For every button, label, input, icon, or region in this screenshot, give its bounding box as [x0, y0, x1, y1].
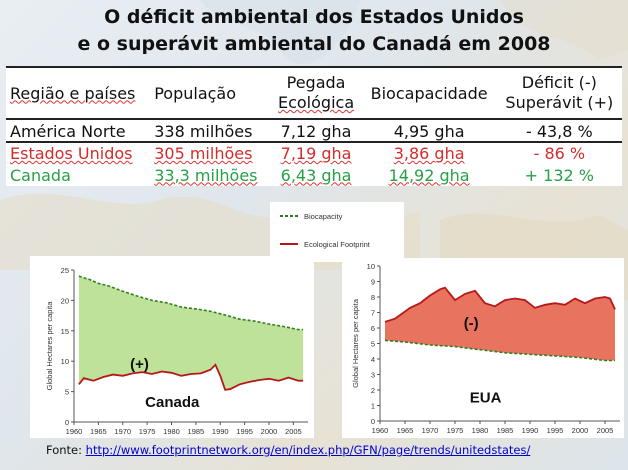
source-label: Fonte:: [46, 443, 82, 457]
header-balance-line-2: Superávit (+): [505, 93, 614, 112]
canada-annotation: (+): [130, 356, 149, 373]
page-title-line-1: O déficit ambiental dos Estados Unidos: [104, 6, 524, 28]
header-biocapacity: Biocapacidade: [362, 67, 497, 119]
usa-y-tick-label: 6: [371, 324, 375, 333]
canada-y-tick-label: 20: [61, 296, 69, 305]
chart-canada: 0 5 10 15 20 25 1960 1965 1970 1975 1980 1985 1990 19…: [45, 266, 308, 436]
cell-balance: - 86 %: [533, 144, 586, 163]
cell-region: Canada: [10, 165, 71, 185]
canada-x-tick-label: 1990: [212, 427, 229, 436]
table-row-canada: Canada 33,3 milhões 6,43 gha 14,92 gha +…: [6, 164, 622, 186]
cell-biocapacity: 4,95 gha: [361, 119, 497, 143]
legend-label-biocapacity: Biocapacity: [304, 212, 343, 221]
usa-biocapacity-line: [384, 339, 615, 362]
usa-x-tick-label: 1970: [422, 426, 439, 435]
usa-y-axis-label: Global Hectares per capita: [351, 298, 360, 388]
footprint-table: Região e países População Pegada Ecológi…: [6, 66, 622, 186]
cell-footprint: 6,43 gha: [280, 165, 352, 185]
canada-x-tick-label: 1965: [90, 427, 107, 436]
header-region: Região e países: [6, 67, 150, 119]
usa-x-tick-label: 1975: [447, 426, 464, 435]
usa-caption: EUA: [470, 389, 502, 406]
page-title-line-2: e o superávit ambiental do Canadá em 200…: [77, 33, 551, 55]
canada-y-tick-label: 10: [61, 357, 69, 366]
usa-x-tick-label: 1960: [372, 426, 389, 435]
usa-y-tick-label: 10: [367, 262, 375, 271]
canada-y-tick-label: 25: [61, 266, 69, 275]
header-balance-line-1: Déficit (-): [521, 73, 597, 92]
table-row-united-states: Estados Unidos 305 milhões 7,19 gha 3,86…: [6, 142, 622, 164]
usa-y-tick-label: 7: [371, 309, 375, 318]
usa-y-tick-label: 0: [371, 417, 375, 426]
canada-biocapacity-line: [78, 275, 304, 331]
usa-gap-area: [385, 287, 615, 361]
usa-y-tick-label: 4: [371, 355, 375, 364]
cell-population: 33,3 milhões: [154, 165, 258, 185]
canada-x-tick-label: 1985: [188, 427, 205, 436]
header-region-label: Região e países: [10, 83, 136, 103]
cell-region: Estados Unidos: [10, 144, 133, 163]
header-population-label: População: [154, 83, 237, 103]
usa-annotation: (-): [464, 315, 479, 332]
cell-biocapacity: 3,86 gha: [393, 144, 465, 163]
usa-x-tick-label: 2000: [572, 426, 589, 435]
usa-y-tick-label: 1: [371, 402, 375, 411]
chart-legend: Biocapacity Ecological Footprint: [270, 202, 404, 262]
usa-y-tick-label: 5: [371, 340, 375, 349]
header-footprint-line-1: Pegada: [286, 73, 346, 92]
usa-x-tick-label: 1990: [522, 426, 539, 435]
table-header-row: Região e países População Pegada Ecológi…: [6, 67, 622, 119]
table-row-north-america: América Norte 338 milhões 7,12 gha 4,95 …: [6, 119, 622, 143]
usa-x-tick-label: 1995: [547, 426, 564, 435]
cell-biocapacity: 14,92 gha: [388, 165, 470, 185]
header-population: População: [150, 67, 270, 119]
canada-caption: Canada: [145, 394, 200, 411]
header-balance: Déficit (-) Superávit (+): [497, 67, 622, 119]
cell-footprint: 7,12 gha: [270, 119, 362, 143]
cell-population: 305 milhões: [154, 144, 253, 163]
source-link[interactable]: http://www.footprintnetwork.org/en/index…: [85, 443, 531, 457]
chart-usa: 0 1 2 3 4 5 6 7 8 9 10 1960 1965 1970 1975 1980 1985 1990…: [351, 262, 620, 435]
canada-y-axis-label: Global Hectares per capita: [45, 301, 54, 391]
usa-x-tick-label: 1985: [497, 426, 514, 435]
usa-x-tick-label: 2005: [597, 426, 614, 435]
canada-y-tick-label: 5: [65, 388, 69, 397]
header-biocapacity-label: Biocapacidade: [370, 83, 488, 103]
canada-y-tick-label: 15: [61, 327, 69, 336]
usa-x-tick-label: 1980: [472, 426, 489, 435]
canada-x-tick-label: 1995: [236, 427, 253, 436]
legend-label-footprint: Ecological Footprint: [304, 240, 371, 249]
canada-y-tick-label: 0: [65, 418, 69, 427]
usa-y-tick-label: 8: [371, 293, 375, 302]
canada-x-tick-label: 2005: [285, 427, 302, 436]
cell-balance: + 132 %: [524, 165, 594, 185]
canada-x-tick-label: 1980: [163, 427, 180, 436]
canada-x-tick-label: 2000: [261, 427, 278, 436]
chart-panel-usa: 0 1 2 3 4 5 6 7 8 9 10 1960 1965 1970 1975 1980 1985 1990…: [342, 258, 624, 438]
header-footprint-line-2: Ecológica: [277, 93, 355, 112]
canada-x-tick-label: 1975: [139, 427, 156, 436]
usa-footprint-line: [384, 286, 616, 323]
usa-y-tick-label: 3: [371, 371, 375, 380]
cell-population: 338 milhões: [150, 119, 271, 143]
usa-y-tick-label: 9: [371, 278, 375, 287]
canada-x-tick-label: 1970: [114, 427, 131, 436]
cell-balance: - 43,8 %: [496, 119, 622, 143]
cell-region: América Norte: [6, 119, 151, 143]
cell-footprint: 7,19 gha: [280, 144, 352, 163]
canada-footprint-line: [78, 363, 304, 391]
chart-panel-canada: 0 5 10 15 20 25 1960 1965 1970 1975 1980 1985 1990 19…: [30, 256, 314, 438]
source-line: Fonte: http://www.footprintnetwork.org/e…: [46, 443, 530, 457]
usa-x-tick-label: 1965: [397, 426, 414, 435]
header-footprint: Pegada Ecológica: [271, 67, 362, 119]
canada-gap-area: [78, 276, 304, 390]
usa-y-tick-label: 2: [371, 386, 375, 395]
canada-x-tick-label: 1960: [66, 427, 83, 436]
